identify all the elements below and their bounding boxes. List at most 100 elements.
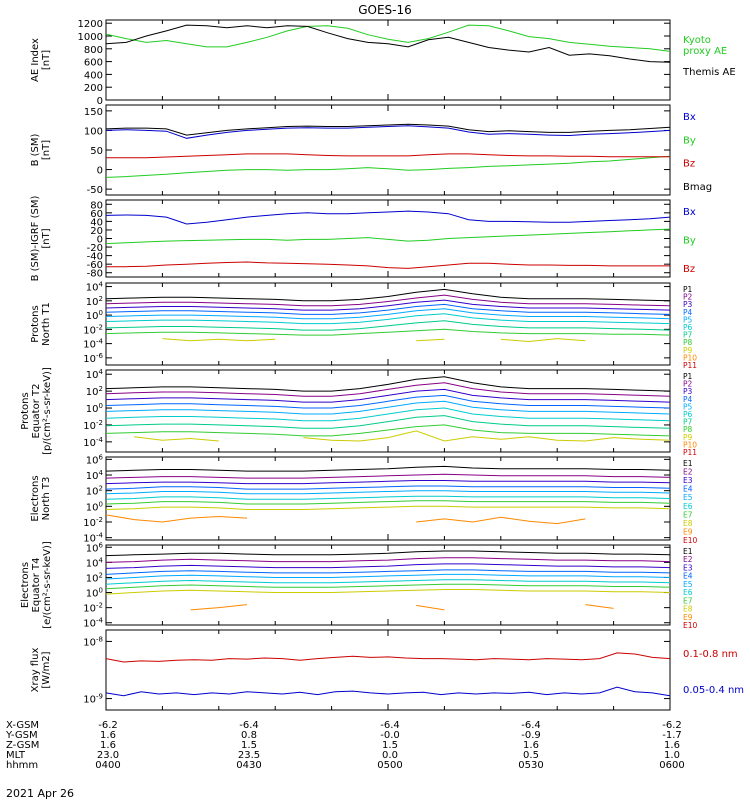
series-line-p2 <box>105 294 671 307</box>
footer-value: 0.5 <box>523 750 539 761</box>
series-line-p8 <box>105 328 671 336</box>
y-tick-label: 104 <box>86 556 104 569</box>
footer-value: -6.4 <box>521 720 541 731</box>
legend-entry: P10 <box>683 440 697 449</box>
y-tick-label: -40 <box>87 252 103 263</box>
footer-row-label: X-GSM <box>6 720 39 731</box>
series-line-bmag <box>105 123 671 136</box>
legend-entry: E2 <box>683 468 693 477</box>
y-tick-label: 10-2 <box>83 602 103 615</box>
legend-entry: P5 <box>683 315 693 324</box>
legend-entry: E9 <box>683 527 693 536</box>
footer-row-label: Z-GSM <box>6 740 39 751</box>
y-tick-label: 800 <box>84 45 103 56</box>
footer-row-label: Y-GSM <box>5 730 38 741</box>
y-tick-label: 10-4 <box>83 436 103 449</box>
series-line-0-1-0-8-nm <box>105 652 671 663</box>
y-tick-label: 102 <box>86 385 103 398</box>
footer-value: -6.4 <box>239 720 259 731</box>
footer-value: 1.6 <box>100 740 116 751</box>
legend-entry: By <box>683 236 696 247</box>
series-line-p5 <box>105 400 671 415</box>
y-tick-label: 104 <box>86 368 104 381</box>
series-line-bx <box>105 210 671 225</box>
y-tick-label: 150 <box>84 107 103 118</box>
panel-frame <box>105 282 671 366</box>
date-label: 2021 Apr 26 <box>6 787 74 800</box>
series-line-p7 <box>105 320 671 331</box>
legend-entry: E10 <box>683 536 698 545</box>
y-tick-label: -50 <box>87 185 103 196</box>
footer-value: 0.0 <box>382 750 398 761</box>
legend-entry: P8 <box>683 425 693 434</box>
y-axis-label: B (SM)[nT] <box>30 133 52 166</box>
legend-entry: P4 <box>683 395 693 404</box>
footer-value: 0430 <box>236 760 261 771</box>
series-line-0-05-0-4-nm <box>105 686 671 697</box>
legend-entry: Bx <box>683 112 696 123</box>
y-tick-label: 10-4 <box>83 617 103 630</box>
legend-entry: E4 <box>683 572 693 581</box>
series-line-bx <box>105 125 671 139</box>
footer-value: 1.6 <box>664 740 680 751</box>
series-line-themis-ae <box>105 24 671 63</box>
legend-entry: Bz <box>683 264 695 275</box>
y-tick-label: 0 <box>97 96 103 107</box>
legend-entry: P2 <box>683 380 693 389</box>
legend-entry: P2 <box>683 293 693 302</box>
footer-value: 1.5 <box>382 740 398 751</box>
series-line-bz <box>106 153 670 159</box>
panel-eeq: 106 104 102 100 10-2 10-4 ElectronsEquator T4[… <box>20 541 698 630</box>
footer-value: 0400 <box>95 760 120 771</box>
y-axis-label: ProtonsNorth T1 <box>30 302 52 346</box>
y-tick-label: 100 <box>86 587 103 600</box>
legend-entry: P1 <box>683 372 693 381</box>
series-line-e4 <box>105 569 671 575</box>
series-line-e3 <box>105 563 671 569</box>
chart-title: GOES-16 <box>358 3 412 17</box>
legend-entry: E6 <box>683 588 693 597</box>
legend-entry: P9 <box>683 433 693 442</box>
ephemeris-footer: X-GSMY-GSMZ-GSMMLThhmm-6.21.61.623.00400… <box>5 720 685 771</box>
legend-entry: P3 <box>683 387 693 396</box>
series-line-p4 <box>105 303 671 315</box>
series-line-e1 <box>105 550 671 557</box>
y-tick-label: 200 <box>84 83 103 94</box>
y-axis-label: Xray flux[W/m2] <box>30 648 52 693</box>
series-line-e7 <box>105 500 671 505</box>
legend-entry: By <box>683 135 696 146</box>
footer-value: -6.4 <box>380 720 400 731</box>
footer-value: 0600 <box>659 760 684 771</box>
legend-entry: E1 <box>683 547 693 556</box>
series-line-p3 <box>105 299 671 311</box>
footer-row-label: hhmm <box>6 760 38 771</box>
legend-entry: E3 <box>683 476 693 485</box>
legend-entry: P6 <box>683 323 693 332</box>
series-line-p2 <box>105 382 671 397</box>
series-line-e2 <box>105 557 671 563</box>
y-tick-label: 60 <box>90 209 103 220</box>
series-line-p4 <box>105 394 671 409</box>
panel-peq: 104 102 100 10-2 10-4 ProtonsEquator T2[p/(cm… <box>20 367 697 457</box>
y-tick-label: 106 <box>86 541 104 554</box>
footer-value: 1.6 <box>100 730 116 741</box>
series-line-kyoto-proxy-ae <box>105 24 671 52</box>
legend-entry: P8 <box>683 338 693 347</box>
legend-entry: P5 <box>683 402 693 411</box>
y-axis-label: ElectronsEquator T4[e/(cm²-s-sr-keV)] <box>20 541 53 629</box>
series-line-e3 <box>105 480 671 485</box>
series-line-p7 <box>105 415 671 429</box>
y-tick-label: 1000 <box>78 32 103 43</box>
y-tick-label: 100 <box>86 402 103 415</box>
legend-entry: E10 <box>683 621 698 630</box>
panel-frame <box>105 629 671 711</box>
series-line-by <box>105 155 671 178</box>
legend-entry: P3 <box>683 300 693 309</box>
y-tick-label: 104 <box>86 281 104 294</box>
y-tick-label: 10-2 <box>83 516 103 529</box>
panel-frame <box>105 104 671 196</box>
legend-entry: E8 <box>683 519 693 528</box>
legend-entry: E8 <box>683 605 693 614</box>
